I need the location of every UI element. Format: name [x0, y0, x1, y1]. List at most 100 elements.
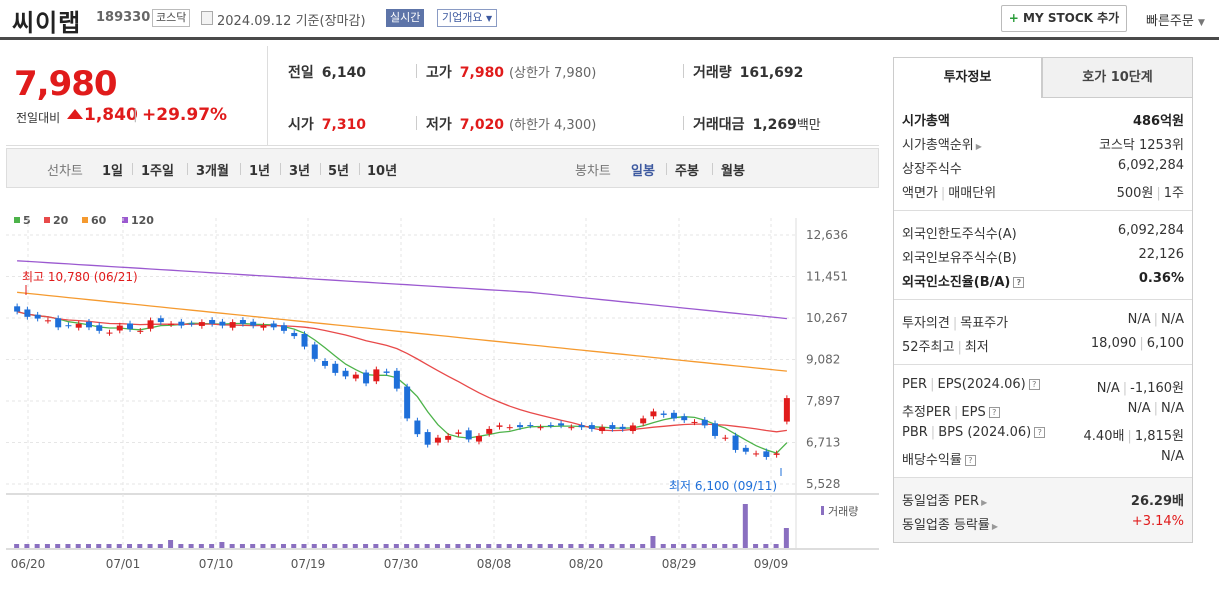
volume-bar	[301, 544, 307, 548]
volume-bar	[178, 544, 184, 548]
volume-bar	[55, 544, 61, 548]
price-change-pct: +29.97%	[142, 105, 228, 125]
candle-body	[311, 344, 318, 359]
x-tick-label: 08/29	[662, 557, 697, 571]
quick-order-button[interactable]: 빠른주문 ▼	[1146, 14, 1205, 29]
volume-bar	[434, 544, 440, 548]
prev-close: 전일 6,140	[288, 65, 367, 81]
info-label-text: 시가총액	[902, 114, 950, 129]
info-row: PBR | BPS (2024.06)? 4.40배 | 1,815원	[894, 421, 1192, 445]
info-value-text: N/A	[1127, 401, 1151, 416]
info-row: 동일업종 PER ▶ 26.29배	[894, 486, 1192, 510]
volume-bar	[712, 544, 718, 548]
candle-body	[270, 323, 277, 328]
period-3y[interactable]: 3년	[289, 164, 311, 179]
help-icon[interactable]: ?	[1013, 277, 1025, 288]
x-tick-label: 07/30	[384, 557, 419, 571]
candle-body	[188, 323, 195, 325]
candle-body	[260, 325, 267, 328]
period-1y[interactable]: 1년	[249, 164, 271, 179]
info-label-text: 투자의견	[902, 316, 950, 331]
info-label-text: PBR	[902, 425, 928, 440]
volume-bar	[701, 544, 707, 548]
chart-canvas[interactable]: 12,636 11,451 10,267 9,082 7,897 6,713 5,528 06…	[6, 188, 879, 597]
divider: |	[940, 186, 946, 201]
candle-body	[85, 321, 92, 328]
info-label: 시가총액순위 ▶	[902, 134, 982, 153]
period-1d[interactable]: 1일	[102, 164, 124, 179]
info-value-text: 486억원	[1132, 114, 1184, 129]
x-tick-label: 07/10	[199, 557, 234, 571]
info-label-text: EPS(2024.06)	[937, 377, 1026, 392]
period-monthly[interactable]: 월봉	[721, 164, 745, 179]
candle-body	[239, 319, 246, 324]
help-icon[interactable]: ?	[1034, 427, 1046, 438]
volume-bar	[280, 544, 286, 548]
volume-bar	[537, 544, 543, 548]
candle-body	[537, 427, 544, 429]
info-label-text[interactable]: 시가총액순위	[902, 138, 974, 153]
price-summary: 7,980 전일대비 1,840 | +29.97% 전일 6,140 고가 7,9…	[6, 46, 879, 146]
period-daily[interactable]: 일봉	[631, 164, 655, 179]
info-value-text: N/A	[1161, 401, 1184, 416]
plus-icon: +	[1008, 11, 1019, 25]
candle-body	[681, 416, 688, 421]
volume-bar	[96, 544, 102, 548]
volume-bar	[763, 544, 769, 548]
candle-body	[763, 451, 770, 457]
price-change: 1,840	[84, 105, 138, 125]
candle-body	[465, 430, 472, 440]
candle-body	[455, 432, 462, 434]
info-row: 외국인한도주식수(A) 6,092,284	[894, 219, 1192, 243]
period-5y[interactable]: 5년	[328, 164, 350, 179]
candle-body	[753, 453, 760, 455]
quote-date: 2024.09.12 기준(장마감)	[217, 14, 366, 29]
info-label-text[interactable]: 동일업종 PER	[902, 494, 980, 509]
info-value-text: 코스닥 1253위	[1098, 138, 1184, 153]
info-group: 동일업종 PER ▶ 26.29배 동일업종 등락률 ▶ +3.14%	[894, 477, 1192, 542]
low-annotation: 최저 6,100 (09/11)	[669, 479, 777, 493]
candle-body	[229, 322, 236, 328]
info-label: 액면가 | 매매단위	[902, 182, 996, 201]
x-tick-label: 06/20	[11, 557, 46, 571]
y-tick-label: 9,082	[806, 353, 840, 367]
candle-body	[219, 321, 226, 326]
info-value-text: N/A	[1161, 449, 1184, 464]
realtime-button[interactable]: 실시간	[386, 9, 425, 27]
help-icon[interactable]: ?	[1028, 379, 1040, 390]
candle-body	[701, 419, 708, 426]
candle-body	[640, 418, 647, 424]
line-chart-label: 선차트	[47, 164, 83, 179]
period-3m[interactable]: 3개월	[196, 164, 229, 179]
x-tick-label: 08/08	[477, 557, 512, 571]
help-icon[interactable]: ?	[988, 407, 1000, 418]
volume-bar	[722, 544, 728, 548]
period-10y[interactable]: 10년	[367, 164, 398, 179]
period-weekly[interactable]: 주봉	[675, 164, 699, 179]
legend-ma120: 120	[122, 214, 154, 227]
volume-bar	[137, 544, 143, 548]
volume-bar	[116, 544, 122, 548]
info-row: PER | EPS(2024.06)? N/A | -1,160원	[894, 373, 1192, 397]
info-label: 52주최고 | 최저	[902, 336, 989, 355]
info-row: 투자의견 | 목표주가 N/A | N/A	[894, 308, 1192, 332]
period-1w[interactable]: 1주일	[141, 164, 174, 179]
help-icon[interactable]: ?	[964, 455, 976, 466]
tab-invest-info[interactable]: 투자정보	[893, 57, 1042, 98]
divider: |	[1153, 312, 1158, 327]
y-tick-label: 12,636	[806, 228, 848, 242]
add-mystock-button[interactable]: + MY STOCK 추가	[1001, 5, 1127, 32]
market-badge: 코스닥	[152, 9, 191, 27]
volume-bar	[260, 544, 266, 548]
volume-bar	[609, 544, 615, 548]
volume-bar	[414, 544, 420, 548]
legend-ma20: 20	[44, 214, 68, 227]
info-label-text[interactable]: 동일업종 등락률	[902, 518, 990, 533]
info-label-text: 52주최고	[902, 340, 955, 355]
company-info-dropdown[interactable]: 기업개요 ▼	[437, 9, 498, 27]
volume-bar	[188, 544, 194, 548]
stock-code: 189330	[96, 10, 151, 25]
candle-body	[383, 371, 390, 373]
info-value-text: N/A	[1161, 312, 1184, 327]
tab-orderbook[interactable]: 호가 10단계	[1042, 57, 1193, 98]
